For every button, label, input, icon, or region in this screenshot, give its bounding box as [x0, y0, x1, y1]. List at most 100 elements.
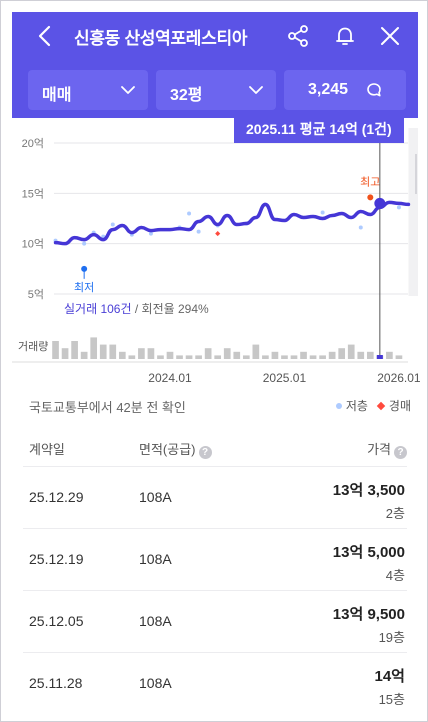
- size-value: 32평: [170, 87, 203, 104]
- row-floor: 4층: [385, 568, 405, 583]
- volume-bar: [90, 337, 98, 359]
- help-icon[interactable]: ?: [198, 446, 212, 459]
- filter-bar: 매매 32평 3,245: [28, 70, 406, 110]
- transaction-list: 25.12.29 108A 13억 3,500 2층 25.12.19 108A…: [23, 466, 407, 714]
- y-tick-label: 15억: [22, 187, 44, 200]
- volume-bar: [290, 355, 298, 359]
- table-header: 계약일 면적(공급)? 가격?: [29, 439, 407, 463]
- future-region: [408, 128, 418, 296]
- volume-bar: [204, 348, 212, 359]
- table-row[interactable]: 25.12.19 108A 13억 5,000 4층: [23, 528, 407, 590]
- average-price-line: [53, 200, 411, 246]
- row-floor: 19층: [378, 630, 405, 645]
- volume-bar: [138, 348, 145, 359]
- size-dropdown[interactable]: 32평: [156, 70, 276, 110]
- row-floor: 2층: [385, 506, 405, 521]
- volume-bar: [80, 351, 88, 359]
- volume-bar: [281, 355, 288, 359]
- table-row[interactable]: 25.12.05 108A 13억 9,500 19층: [23, 590, 407, 652]
- title-bar: 신흥동 산성역포레스티아: [12, 12, 418, 62]
- low-floor-point: [358, 225, 363, 230]
- volume-bar: [52, 341, 59, 359]
- volume-label: 거래량: [18, 340, 48, 353]
- auction-point: [215, 231, 221, 237]
- bell-icon[interactable]: [333, 24, 357, 48]
- share-icon[interactable]: [286, 24, 310, 48]
- header-price: 가격?: [367, 439, 407, 459]
- y-tick-label: 5억: [28, 288, 44, 301]
- volume-bar: [328, 351, 336, 359]
- row-date: 25.12.29: [29, 489, 84, 505]
- volume-bar: [262, 355, 269, 359]
- row-date: 25.12.05: [29, 613, 84, 629]
- dot-icon: [335, 403, 342, 409]
- deal-type-dropdown[interactable]: 매매: [28, 70, 148, 110]
- low-floor-point: [110, 222, 115, 227]
- row-area: 108A: [139, 551, 172, 567]
- volume-bar: [357, 351, 365, 359]
- app-header: 신흥동 산성역포레스티아 매매: [12, 12, 418, 118]
- volume-bar: [157, 355, 164, 359]
- highlight-volume-bar: [376, 355, 383, 359]
- volume-bar: [319, 355, 326, 359]
- row-floor: 15층: [378, 692, 405, 707]
- low-floor-point: [148, 231, 153, 236]
- header-area: 면적(공급)?: [139, 439, 212, 459]
- volume-bar: [99, 344, 107, 359]
- row-date: 25.12.19: [29, 551, 84, 567]
- close-icon[interactable]: [378, 24, 402, 48]
- legend-auction: 경매: [376, 397, 411, 414]
- volume-bar: [185, 355, 193, 359]
- chart-tooltip: 2025.11 평균 14억 (1건): [234, 116, 404, 143]
- volume-bar: [128, 355, 136, 359]
- max-label: 최고: [360, 175, 380, 188]
- row-price: 13억 5,000: [332, 544, 405, 561]
- table-row[interactable]: 25.12.29 108A 13억 3,500 2층: [23, 466, 407, 528]
- volume-bar: [338, 348, 346, 359]
- min-point: [81, 265, 88, 272]
- row-date: 25.11.28: [29, 675, 83, 691]
- comment-count: 3,245: [308, 81, 349, 98]
- trade-stats: 실거래 106건 / 회전율 294%: [64, 302, 209, 316]
- deal-type-value: 매매: [42, 87, 72, 104]
- max-point: [367, 194, 374, 201]
- volume-bar: [242, 355, 250, 359]
- help-icon[interactable]: ?: [394, 446, 407, 459]
- x-tick-label: 2026.01: [377, 371, 421, 385]
- back-arrow-icon[interactable]: [34, 24, 58, 48]
- volume-bar: [233, 351, 241, 359]
- diamond-icon: [376, 401, 386, 411]
- chart-legend: 저층 경매: [335, 397, 411, 414]
- volume-bar: [176, 355, 183, 359]
- page-title: 신흥동 산성역포레스티아: [74, 29, 248, 48]
- volume-bar: [195, 355, 202, 359]
- comment-count-button[interactable]: 3,245: [284, 70, 406, 110]
- volume-bar: [147, 348, 155, 359]
- row-price: 13억 3,500: [332, 482, 405, 499]
- row-area: 108A: [139, 489, 172, 505]
- row-price: 14억: [374, 668, 406, 685]
- x-tick-label: 2025.01: [262, 371, 307, 385]
- legend-low-label: 저층: [345, 399, 368, 413]
- y-tick-label: 10억: [22, 238, 44, 251]
- volume-bar: [395, 355, 403, 359]
- low-floor-point: [187, 211, 192, 216]
- low-floor-point: [196, 229, 201, 234]
- row-price: 13억 9,500: [332, 606, 405, 623]
- volume-bar: [214, 355, 222, 359]
- volume-bar: [223, 348, 231, 359]
- low-floor-point: [82, 241, 87, 246]
- volume-bar: [61, 348, 69, 359]
- table-row[interactable]: 25.11.28 108A 14억 15층: [23, 652, 407, 714]
- volume-bar: [300, 351, 307, 359]
- chevron-down-icon: [121, 86, 135, 94]
- min-label: 최저: [74, 281, 94, 294]
- header-date: 계약일: [29, 442, 65, 457]
- volume-bar: [166, 351, 174, 359]
- source-note: 국토교통부에서 42분 전 확인: [29, 400, 186, 415]
- volume-bar: [347, 344, 355, 359]
- header-price-label: 가격: [367, 442, 391, 457]
- volume-bar: [271, 351, 279, 359]
